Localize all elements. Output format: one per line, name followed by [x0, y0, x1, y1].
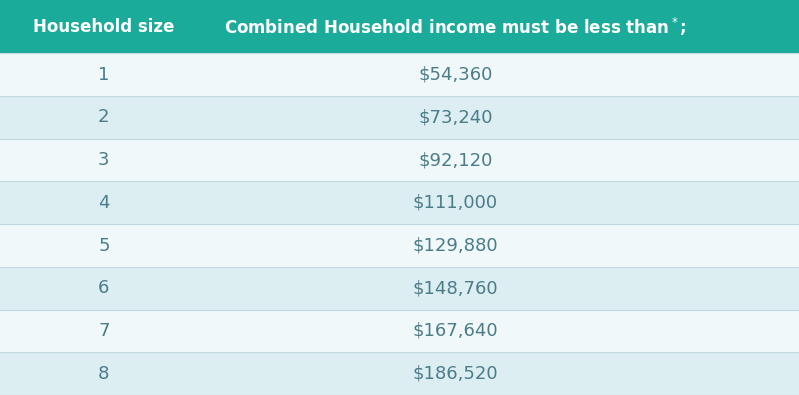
Text: $111,000: $111,000	[413, 194, 498, 212]
Text: $148,760: $148,760	[412, 279, 499, 297]
Text: 2: 2	[98, 108, 109, 126]
Text: 4: 4	[98, 194, 109, 212]
FancyBboxPatch shape	[0, 352, 799, 395]
FancyBboxPatch shape	[0, 139, 799, 181]
Text: 6: 6	[98, 279, 109, 297]
Text: 1: 1	[98, 66, 109, 84]
Text: $186,520: $186,520	[412, 365, 499, 383]
Text: 3: 3	[98, 151, 109, 169]
Text: 5: 5	[98, 237, 109, 254]
FancyBboxPatch shape	[0, 181, 799, 224]
Text: $167,640: $167,640	[412, 322, 499, 340]
Text: Household size: Household size	[34, 18, 174, 36]
FancyBboxPatch shape	[0, 267, 799, 310]
Text: $92,120: $92,120	[418, 151, 493, 169]
FancyBboxPatch shape	[0, 310, 799, 352]
Text: 8: 8	[98, 365, 109, 383]
FancyBboxPatch shape	[0, 53, 799, 96]
FancyBboxPatch shape	[0, 224, 799, 267]
Text: $73,240: $73,240	[418, 108, 493, 126]
Text: $54,360: $54,360	[418, 66, 493, 84]
Text: $129,880: $129,880	[412, 237, 499, 254]
Text: 7: 7	[98, 322, 109, 340]
Text: Combined Household income must be less than$^*$;: Combined Household income must be less t…	[225, 16, 686, 38]
FancyBboxPatch shape	[0, 96, 799, 139]
FancyBboxPatch shape	[0, 0, 799, 53]
